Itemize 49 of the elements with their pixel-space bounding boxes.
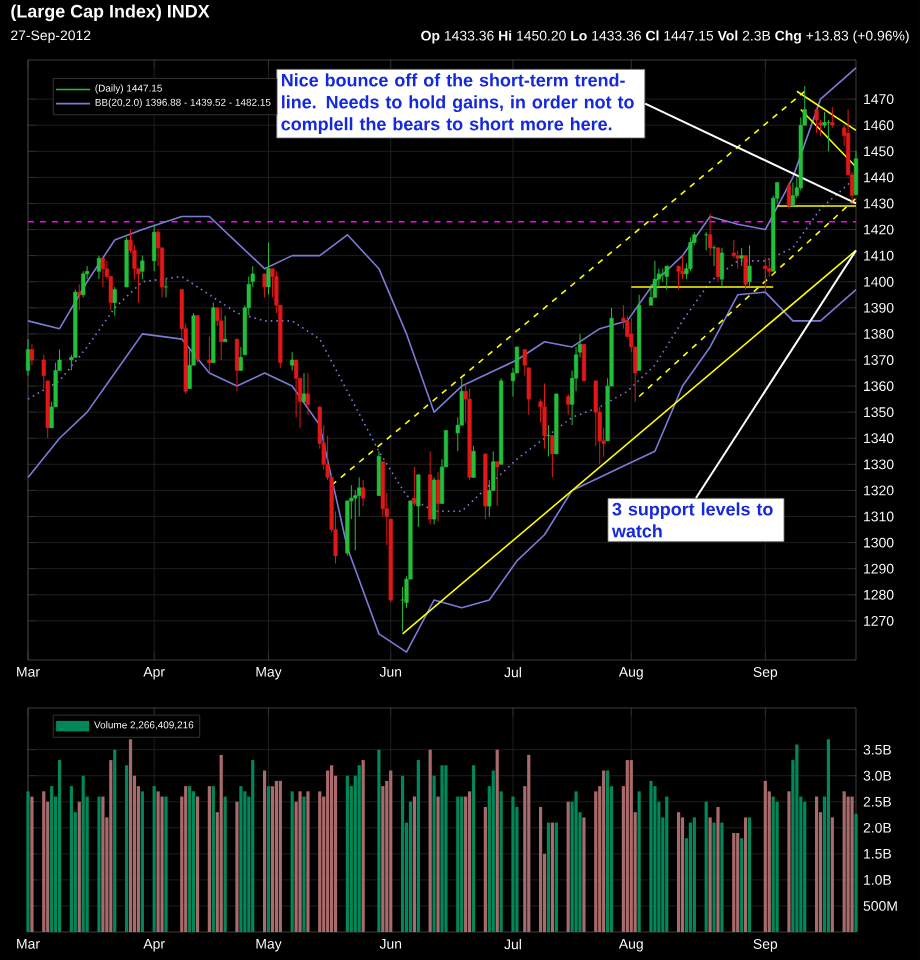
candlestick xyxy=(790,182,795,207)
candlestick xyxy=(814,109,819,134)
annotation: Nice bounce off of the short-term trend-line. Needs to hold gains, in order not to complell the bears to short more here. xyxy=(281,73,634,134)
candlestick xyxy=(81,270,86,298)
candlestick xyxy=(223,315,228,343)
line-series xyxy=(27,67,857,413)
candlestick xyxy=(428,450,433,525)
candlestick xyxy=(581,343,587,382)
candlestick xyxy=(207,336,212,374)
candlestick xyxy=(711,244,717,267)
candlestick xyxy=(305,372,311,416)
candlestick xyxy=(100,257,105,288)
candlestick xyxy=(621,304,626,330)
candlestick xyxy=(361,479,366,507)
candlestick xyxy=(376,450,381,497)
candlestick xyxy=(830,106,835,129)
candlestick xyxy=(708,213,713,257)
candlestick xyxy=(262,273,267,298)
chart-title: (Large Cap Index) INDX xyxy=(11,4,210,22)
candlestick xyxy=(719,247,725,288)
candlestick xyxy=(195,315,200,364)
candlestick xyxy=(140,255,145,280)
candlestick xyxy=(743,255,748,291)
candlestick xyxy=(648,283,654,306)
candlestick xyxy=(435,471,441,523)
candlestick xyxy=(29,343,35,366)
candlestick xyxy=(412,466,417,507)
candlestick xyxy=(219,307,224,361)
candlestick xyxy=(747,244,752,288)
candlestick xyxy=(290,351,295,371)
candlestick xyxy=(77,283,82,311)
candlestick xyxy=(112,286,117,317)
candlestick xyxy=(124,236,129,288)
candlestick xyxy=(739,247,744,267)
candlestick xyxy=(25,338,31,377)
candlestick xyxy=(763,257,768,293)
candlestick xyxy=(432,476,437,525)
candlestick xyxy=(715,247,721,283)
candlestick xyxy=(704,231,709,251)
candlestick xyxy=(853,150,859,196)
candlestick xyxy=(471,445,476,478)
annotation: 3 support levels to watch xyxy=(611,502,773,538)
candlestick xyxy=(301,372,307,403)
candlestick xyxy=(542,382,547,450)
candlestick xyxy=(495,461,500,507)
candlestick xyxy=(163,278,169,298)
candlestick xyxy=(688,236,693,272)
candlestick xyxy=(652,260,657,298)
candlestick xyxy=(566,393,571,416)
